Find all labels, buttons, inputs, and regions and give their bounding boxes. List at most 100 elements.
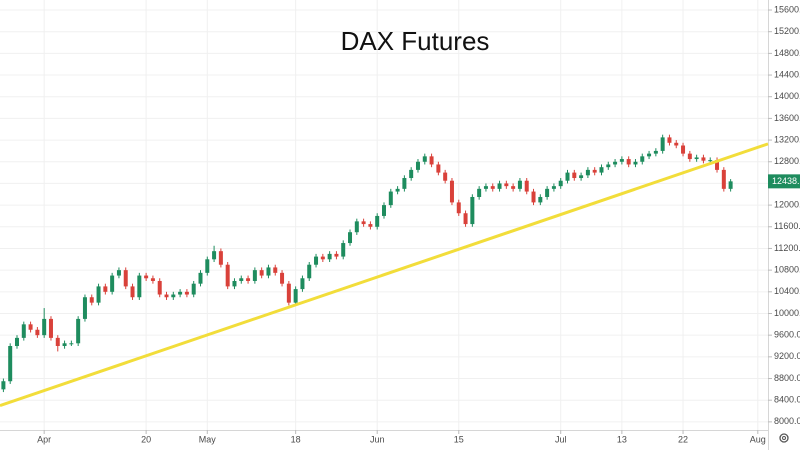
x-tick-label: 13: [617, 434, 627, 444]
candle-body: [225, 264, 230, 287]
candle-body: [354, 221, 359, 233]
candle-body: [456, 202, 461, 214]
candle-body: [252, 270, 257, 281]
y-tick-label: 12800.0: [774, 156, 800, 166]
candle-body: [157, 280, 162, 295]
candle-body: [721, 169, 726, 189]
candle-body: [633, 161, 638, 165]
chart-title: DAX Futures: [341, 26, 490, 56]
candle-body: [572, 172, 577, 179]
candle-body: [320, 256, 325, 260]
y-tick-label: 8000.0: [774, 416, 800, 426]
candle-body: [579, 175, 584, 179]
x-tick-label: 22: [678, 434, 688, 444]
candle-body: [76, 318, 81, 344]
candle-body: [422, 156, 427, 162]
candle-body: [368, 224, 373, 227]
candle-body: [232, 280, 237, 287]
candle-body: [8, 346, 13, 382]
candle-body: [524, 180, 529, 192]
candle-body: [62, 343, 67, 347]
candle-body: [483, 186, 488, 189]
candle-body: [694, 157, 699, 160]
candle-body: [239, 278, 244, 281]
candle-body: [504, 183, 509, 187]
y-tick-label: 10000.0: [774, 308, 800, 318]
candle-body: [164, 294, 169, 298]
candle-body: [116, 270, 121, 276]
candle-body: [184, 291, 189, 295]
candle-body: [307, 264, 312, 279]
candle-body: [327, 253, 332, 260]
candle-body: [103, 286, 108, 292]
candle-body: [477, 188, 482, 197]
x-tick-label: 15: [454, 434, 464, 444]
candle-body: [660, 137, 665, 151]
candle-body: [14, 337, 19, 347]
candle-body: [517, 180, 522, 189]
y-tick-label: 8400.0: [774, 395, 800, 405]
candle-body: [565, 172, 570, 181]
candle-body: [647, 153, 652, 157]
candle-body: [150, 278, 155, 281]
candle-body: [409, 169, 414, 179]
settings-icon[interactable]: [779, 433, 789, 443]
candle-body: [667, 137, 672, 143]
candle-body: [1, 381, 6, 390]
x-tick-label: Jun: [370, 434, 385, 444]
candle-body: [674, 142, 679, 146]
candle-body: [293, 289, 298, 303]
grid: [0, 0, 768, 430]
candle-body: [348, 232, 353, 244]
y-tick-label: 11200.0: [774, 243, 800, 253]
candle-body: [382, 205, 386, 216]
candle-body: [69, 343, 74, 345]
candle-body: [361, 221, 366, 225]
candle-body: [341, 243, 346, 257]
x-tick-label: 20: [141, 434, 151, 444]
y-tick-label: 12000.0: [774, 199, 800, 209]
candle-body: [558, 180, 563, 187]
candle-body: [585, 169, 590, 176]
candle-body: [205, 259, 210, 273]
candle-body: [266, 267, 271, 276]
candle-body: [96, 286, 101, 303]
candle-body: [449, 180, 454, 203]
candle-body: [402, 178, 407, 189]
candle-body: [619, 159, 624, 162]
candle-body: [334, 253, 339, 257]
candle-body: [592, 169, 597, 173]
candle-body: [429, 156, 434, 165]
candles: [1, 134, 733, 393]
candle-body: [415, 161, 420, 170]
candle-body: [375, 215, 380, 227]
candle-body: [89, 297, 94, 303]
x-tick-label: 18: [291, 434, 301, 444]
candle-body: [613, 161, 618, 165]
candle-body: [599, 167, 604, 173]
candle-body: [687, 153, 692, 160]
candle-body: [198, 272, 203, 284]
candle-body: [538, 196, 543, 203]
candle-body: [191, 283, 196, 295]
candle-body: [137, 275, 142, 298]
x-tick-label: Aug: [750, 434, 766, 444]
candle-body: [123, 270, 128, 287]
candle-body: [728, 181, 733, 189]
candle-body: [171, 294, 176, 298]
y-tick-label: 11600.0: [774, 221, 800, 231]
candle-body: [626, 159, 631, 165]
candle-body: [48, 318, 53, 338]
x-tick-label: May: [199, 434, 217, 444]
candle-body: [35, 329, 40, 336]
candle-body: [681, 145, 686, 154]
candle-body: [551, 186, 556, 189]
candle-body: [443, 172, 448, 181]
candle-body: [395, 188, 400, 192]
candle-body: [21, 324, 26, 338]
candle-body: [273, 267, 278, 273]
y-tick-label: 13200.0: [774, 134, 800, 144]
y-tick-label: 15200.0: [774, 26, 800, 36]
candle-body: [708, 160, 713, 162]
